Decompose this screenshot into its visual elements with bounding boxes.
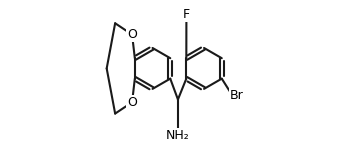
Text: O: O bbox=[127, 28, 137, 41]
Text: NH₂: NH₂ bbox=[166, 129, 190, 142]
Text: Br: Br bbox=[230, 89, 243, 102]
Text: O: O bbox=[127, 96, 137, 109]
Text: F: F bbox=[183, 8, 190, 21]
